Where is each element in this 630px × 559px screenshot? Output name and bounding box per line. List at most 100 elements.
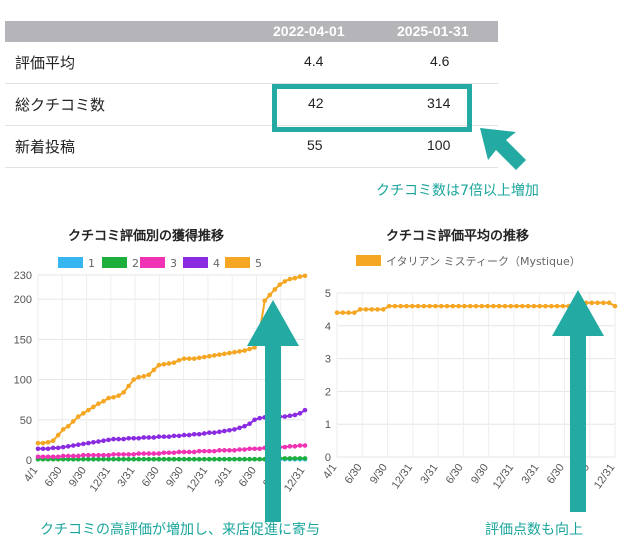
data-point (151, 456, 157, 462)
data-point (589, 300, 595, 306)
data-point (156, 362, 162, 368)
data-point (456, 303, 461, 309)
data-point (65, 456, 71, 462)
data-point (252, 456, 257, 462)
row-value-2: 314 (427, 95, 451, 111)
x-tick-label: 9/30 (67, 465, 89, 489)
data-point (116, 452, 121, 457)
data-point (45, 454, 51, 460)
data-point (86, 440, 91, 446)
data-point (141, 451, 147, 456)
legend-item-2: 2 (102, 257, 139, 270)
header-date-2: 2025-01-31 (397, 23, 469, 39)
data-point (146, 451, 152, 456)
data-point (227, 427, 232, 433)
data-point (398, 303, 404, 309)
x-tick-label: 12/31 (491, 462, 517, 491)
legend-item-3: 3 (140, 257, 177, 270)
data-point (111, 456, 116, 462)
data-point (217, 456, 222, 462)
data-point (91, 456, 96, 462)
chart-title-right: クチコミ評価平均の推移 (386, 229, 530, 244)
data-point (292, 275, 298, 281)
data-point (287, 444, 293, 449)
data-point (206, 353, 212, 359)
data-point (131, 377, 137, 382)
data-point (363, 307, 369, 312)
data-point (45, 440, 51, 445)
data-point (101, 456, 106, 462)
x-tick-label: 12/31 (88, 465, 114, 494)
data-point (606, 300, 612, 306)
data-point (116, 456, 121, 462)
data-point (126, 435, 131, 441)
highlight-box (272, 84, 472, 132)
data-point (40, 454, 46, 460)
table-row: 評価平均 4.4 4.6 (5, 42, 498, 84)
data-point (386, 303, 392, 309)
legend-item-5: 5 (225, 257, 262, 270)
data-point (171, 450, 177, 456)
data-point (131, 452, 137, 457)
data-point (282, 456, 288, 461)
table-header: 2022-04-01 2025-01-31 (5, 21, 498, 42)
x-tick-label: 4/1 (22, 465, 41, 484)
data-point (196, 355, 202, 361)
data-point (151, 367, 157, 373)
data-point (141, 435, 147, 440)
x-tick-label: 3/31 (520, 462, 542, 486)
data-point (381, 307, 386, 312)
data-point (340, 310, 346, 315)
data-point (282, 279, 288, 284)
data-point (601, 300, 606, 306)
data-point (131, 456, 137, 462)
row-label: 評価平均 (15, 54, 76, 72)
data-point (297, 443, 303, 448)
y-tick-label: 200 (14, 294, 32, 306)
y-tick-label: 2 (325, 386, 331, 398)
data-point (151, 435, 157, 440)
data-point (91, 452, 96, 458)
data-point (375, 307, 380, 312)
data-point (252, 345, 257, 350)
data-point (116, 436, 121, 442)
data-point (302, 456, 308, 461)
y-tick-label: 230 (14, 270, 32, 282)
header-date-1: 2022-04-01 (273, 23, 345, 39)
data-point (212, 456, 217, 462)
row-value-1: 4.4 (304, 53, 324, 69)
data-point (121, 390, 126, 395)
data-point (171, 360, 177, 365)
data-point (217, 429, 222, 435)
data-point (543, 303, 548, 309)
data-point (334, 310, 340, 315)
summary-table: 2022-04-01 2025-01-31 評価平均 4.4 4.6 総クチコミ… (5, 21, 498, 168)
data-point (421, 303, 427, 309)
legend-swatch (102, 257, 127, 268)
data-point (277, 282, 283, 287)
data-point (70, 453, 76, 459)
data-point (70, 456, 76, 462)
x-tick-label: 9/30 (368, 462, 390, 486)
data-point (191, 456, 197, 462)
x-tick-label: 6/30 (43, 465, 65, 489)
x-tick-label: 12/31 (390, 462, 416, 491)
data-point (91, 440, 96, 445)
data-point (392, 303, 398, 309)
data-point (60, 444, 66, 450)
data-point (201, 431, 207, 436)
data-point (222, 448, 227, 453)
data-point (267, 292, 273, 298)
data-point (121, 456, 126, 462)
data-point (302, 273, 308, 279)
data-point (166, 456, 172, 462)
y-tick-label: 1 (325, 419, 331, 431)
data-point (242, 447, 247, 452)
data-point (146, 372, 152, 378)
data-point (201, 448, 207, 454)
data-point (369, 307, 375, 312)
data-point (292, 456, 298, 461)
high-rating-note: クチコミの高評価が増加し、来店促進に寄与 (40, 522, 320, 538)
data-point (287, 276, 293, 282)
data-point (232, 448, 237, 453)
